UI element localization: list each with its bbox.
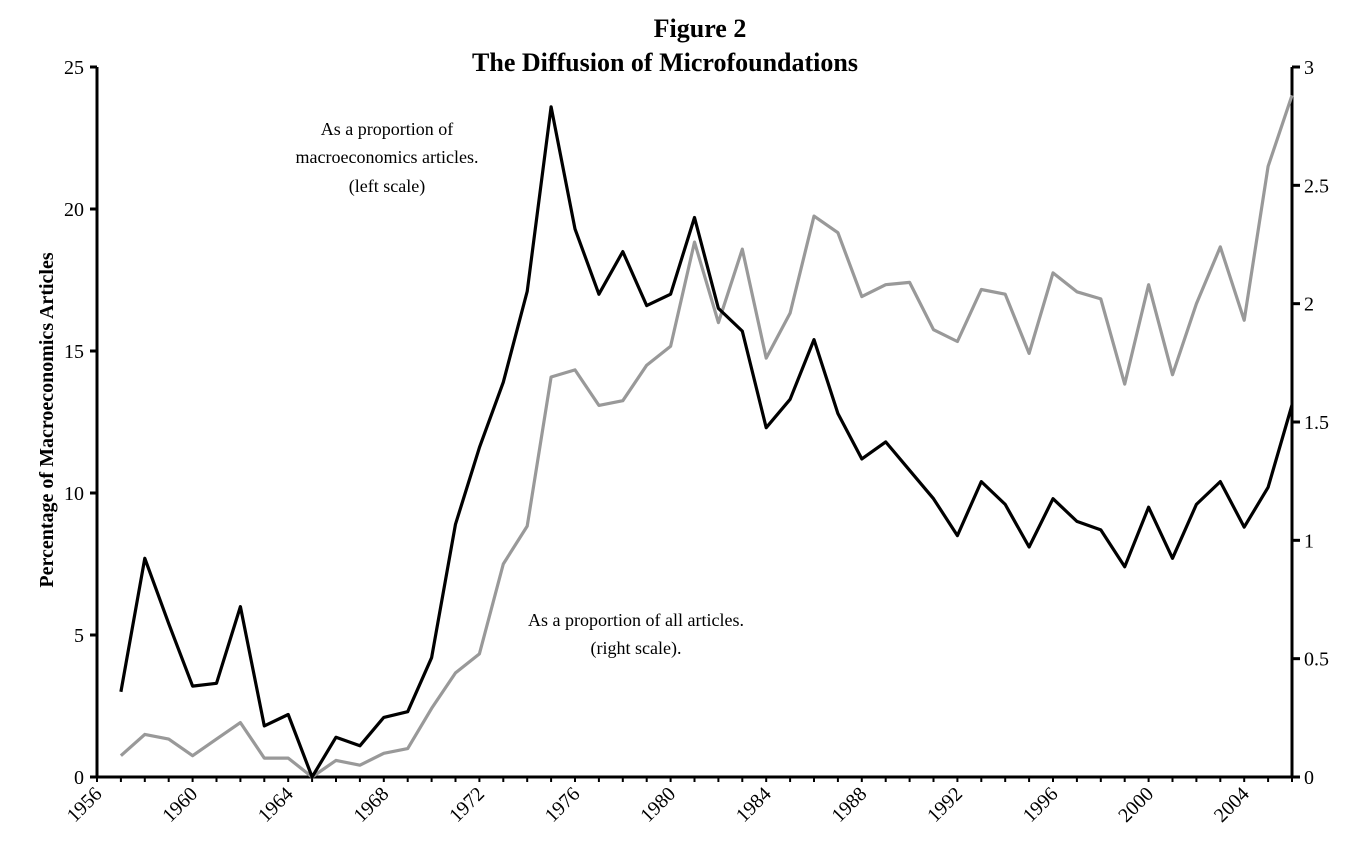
- annotation-left-line-1: As a proportion of: [321, 119, 453, 139]
- annotation-right-line-2: (right scale).: [591, 638, 682, 659]
- tick-labels: 0 5 10 15 20 25 0 0.5 1 1.5 2 2.5 3 1956 1960 1964 1968 1…: [63, 57, 1329, 827]
- x-tick-label: 2004: [1210, 783, 1254, 827]
- x-tick-label: 1980: [636, 783, 680, 827]
- left-tick-label: 15: [64, 341, 84, 363]
- all-articles-series-line: [119, 94, 1294, 779]
- series-lines: [119, 94, 1294, 779]
- left-tick-label: 0: [74, 767, 84, 789]
- right-tick-label: 0.5: [1304, 649, 1329, 671]
- left-tick-label: 20: [64, 199, 84, 221]
- axes: [90, 65, 1300, 782]
- x-tick-label: 1984: [732, 783, 776, 827]
- x-tick-label: 2000: [1114, 783, 1158, 827]
- chart-titles: Figure 2 The Diffusion of Microfoundatio…: [472, 14, 858, 77]
- chart-subtitle: The Diffusion of Microfoundations: [472, 48, 858, 77]
- x-tick-label: 1964: [254, 783, 298, 827]
- annotation-left-line-2: macroeconomics articles.: [296, 147, 479, 167]
- annotation-right-series: As a proportion of all articles. (right …: [528, 610, 744, 659]
- x-tick-label: 1988: [827, 783, 871, 827]
- right-tick-label: 2: [1304, 294, 1314, 316]
- x-tick-label: 1992: [923, 783, 967, 827]
- right-tick-label: 1: [1304, 530, 1314, 552]
- right-tick-label: 3: [1304, 57, 1314, 79]
- left-tick-label: 25: [64, 57, 84, 79]
- annotation-right-line-1: As a proportion of all articles.: [528, 610, 744, 630]
- chart-title: Figure 2: [654, 14, 747, 43]
- right-tick-label: 0: [1304, 767, 1314, 789]
- left-tick-label: 10: [64, 483, 84, 505]
- y-axis-label: Percentage of Macroeconomics Articles: [36, 252, 58, 587]
- right-tick-label: 1.5: [1304, 412, 1329, 434]
- x-tick-label: 1972: [445, 783, 489, 827]
- annotation-left-series: As a proportion of macroeconomics articl…: [296, 119, 479, 197]
- left-tick-label: 5: [74, 625, 84, 647]
- x-tick-label: 1996: [1019, 783, 1063, 827]
- macro-articles-series-line: [119, 105, 1294, 779]
- x-tick-label: 1968: [349, 783, 393, 827]
- x-tick-label: 1976: [541, 783, 585, 827]
- x-tick-label: 1956: [63, 783, 107, 827]
- x-tick-label: 1960: [158, 783, 202, 827]
- annotation-left-line-3: (left scale): [349, 176, 425, 197]
- right-tick-label: 2.5: [1304, 175, 1329, 197]
